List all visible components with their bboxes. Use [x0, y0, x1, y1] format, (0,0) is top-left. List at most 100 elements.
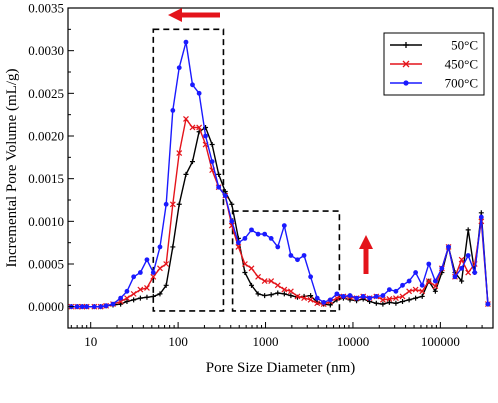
x-tick-label: 10000 [337, 334, 370, 349]
data-point [281, 291, 287, 297]
dashed-highlight-box [152, 28, 225, 312]
data-point [84, 304, 90, 310]
annotation-arrows [168, 8, 373, 274]
data-point [373, 300, 379, 306]
data-point [79, 304, 85, 310]
dashed-highlight-box [231, 210, 341, 312]
data-point [98, 304, 104, 310]
data-point [137, 295, 143, 301]
data-point [255, 291, 261, 297]
data-point [255, 273, 262, 280]
data-point [137, 270, 143, 275]
data-point [261, 278, 268, 284]
data-point [268, 278, 275, 284]
data-point [157, 265, 163, 272]
data-point [74, 304, 80, 310]
y-tick-label: 0.0020 [28, 129, 64, 144]
data-point [91, 304, 97, 310]
data-point [131, 297, 137, 303]
data-point [262, 293, 268, 299]
data-point [386, 296, 393, 302]
data-point [176, 65, 182, 71]
data-point [144, 284, 150, 291]
data-point [216, 171, 222, 177]
y-tick-label: 0.0035 [28, 1, 64, 16]
data-point [170, 244, 176, 250]
data-point [406, 297, 412, 303]
data-point [157, 291, 163, 297]
legend-marker [402, 60, 410, 68]
data-point [327, 297, 333, 303]
data-point [400, 299, 406, 305]
data-point [321, 300, 327, 305]
data-point [189, 159, 195, 165]
x-tick-label: 100 [168, 334, 188, 349]
data-point [419, 282, 425, 288]
data-point [275, 244, 281, 250]
data-point [255, 231, 261, 237]
data-point [235, 240, 241, 246]
data-point [157, 244, 163, 250]
data-point [241, 261, 248, 267]
data-point [406, 288, 413, 295]
x-tick-label: 1000 [253, 334, 279, 349]
data-point [144, 257, 150, 263]
data-point [380, 293, 386, 298]
data-point [169, 201, 176, 208]
data-point [130, 290, 137, 297]
data-point [327, 302, 333, 308]
data-point [413, 295, 419, 301]
data-point [183, 39, 189, 45]
data-point [472, 270, 478, 275]
legend-label: 50°C [451, 38, 478, 53]
data-point [458, 256, 465, 263]
data-point [301, 295, 308, 302]
data-point [459, 278, 465, 284]
data-point [176, 201, 182, 207]
data-point [124, 299, 130, 305]
data-point [163, 282, 169, 288]
x-tick-label: 10 [84, 334, 97, 349]
up-arrow-icon [359, 235, 373, 274]
data-point [275, 290, 281, 296]
series-line [71, 126, 489, 308]
data-point [425, 278, 432, 284]
data-point [203, 133, 208, 139]
data-point [459, 265, 465, 271]
data-point [118, 301, 124, 307]
data-point [103, 303, 109, 309]
y-tick-label: 0.0015 [28, 171, 64, 186]
data-point [249, 282, 255, 288]
data-point [209, 159, 215, 165]
data-point [386, 287, 392, 292]
data-point [183, 116, 189, 122]
y-tick-label: 0.0005 [28, 257, 64, 272]
data-point [452, 274, 458, 280]
data-point [439, 265, 445, 271]
data-point [288, 253, 294, 258]
y-tick-label: 0.0030 [28, 43, 64, 58]
data-point [190, 82, 195, 88]
data-point [242, 236, 248, 241]
data-point [249, 227, 254, 233]
data-point [354, 295, 359, 301]
y-tick-label: 0.0000 [28, 299, 64, 314]
data-point [281, 223, 287, 229]
data-point [248, 265, 255, 272]
data-point [131, 274, 137, 280]
x-tick-label: 100000 [421, 334, 460, 349]
series-layer [68, 39, 491, 310]
data-point [281, 286, 288, 293]
y-axis-title: Incremental Pore Volume (mL/g) [4, 69, 20, 268]
data-point [144, 294, 150, 300]
data-point [307, 296, 314, 303]
data-point [235, 244, 242, 250]
data-point [446, 244, 451, 250]
y-tick-label: 0.0025 [28, 86, 64, 101]
data-point [393, 288, 399, 294]
data-point [163, 201, 169, 207]
data-point [413, 270, 419, 275]
legend-marker [403, 42, 409, 48]
data-point [393, 300, 399, 306]
data-point [419, 288, 426, 295]
